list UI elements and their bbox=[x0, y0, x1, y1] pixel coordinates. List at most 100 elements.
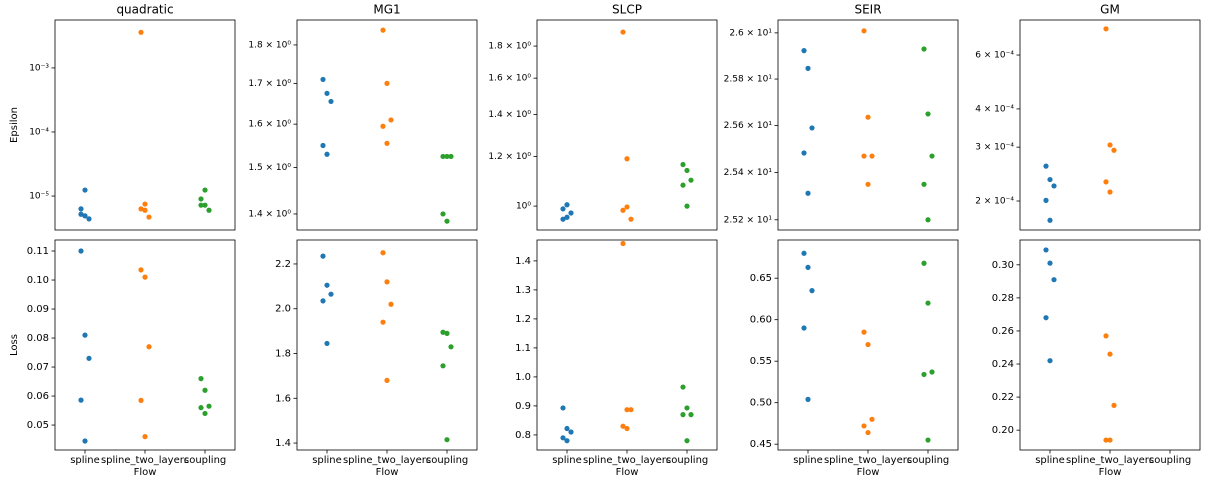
point bbox=[684, 405, 690, 411]
point bbox=[198, 405, 204, 411]
x-axis-label: Flow bbox=[857, 467, 880, 478]
x-tick-label: spline_two_layers bbox=[101, 455, 189, 466]
y-tick-label: 2.6 × 10¹ bbox=[729, 28, 772, 38]
point bbox=[320, 253, 326, 259]
plot-frame bbox=[296, 19, 478, 231]
plot-frame bbox=[1019, 19, 1201, 231]
y-tick-label: 0.28 bbox=[992, 293, 1014, 304]
point bbox=[1047, 217, 1053, 223]
point bbox=[146, 214, 152, 220]
point bbox=[440, 153, 446, 160]
x-tick-label: spline bbox=[312, 455, 342, 466]
point bbox=[801, 250, 807, 256]
y-tick-label: 10⁻⁴ bbox=[29, 127, 49, 137]
point bbox=[1107, 189, 1113, 195]
y-tick-label: 0.30 bbox=[992, 260, 1014, 271]
point bbox=[865, 341, 871, 348]
point bbox=[1107, 351, 1113, 357]
point bbox=[620, 29, 626, 35]
x-axis-label: Flow bbox=[1099, 467, 1122, 478]
point bbox=[324, 340, 330, 347]
point bbox=[384, 279, 390, 285]
plot-frame bbox=[54, 239, 236, 451]
point bbox=[202, 202, 208, 208]
y-tick-label: 1.8 × 10⁰ bbox=[488, 42, 531, 52]
point bbox=[624, 204, 630, 210]
point bbox=[564, 438, 570, 444]
point bbox=[869, 416, 875, 422]
point bbox=[628, 216, 634, 222]
point bbox=[624, 407, 630, 413]
y-tick-label: 0.65 bbox=[750, 273, 772, 284]
point bbox=[921, 181, 927, 187]
point bbox=[680, 161, 686, 168]
point bbox=[624, 425, 630, 432]
point bbox=[388, 117, 394, 123]
point bbox=[198, 376, 204, 382]
point bbox=[801, 325, 807, 331]
point bbox=[444, 437, 450, 443]
y-tick-label: 2 × 10⁻⁴ bbox=[975, 197, 1014, 207]
y-tick-label: 1.4 × 10⁰ bbox=[488, 110, 531, 120]
point bbox=[1051, 277, 1057, 283]
point bbox=[448, 153, 454, 160]
point bbox=[138, 206, 144, 212]
point bbox=[921, 46, 927, 52]
panel-title: SEIR bbox=[854, 3, 881, 17]
point bbox=[320, 76, 326, 83]
y-tick-label: 0.9 bbox=[515, 401, 531, 412]
point bbox=[861, 28, 867, 34]
point bbox=[1047, 176, 1053, 183]
point bbox=[929, 369, 935, 375]
point bbox=[142, 201, 148, 207]
y-axis-label: Loss bbox=[9, 334, 20, 356]
point bbox=[440, 363, 446, 369]
point bbox=[680, 412, 686, 418]
y-tick-label: 0.45 bbox=[750, 439, 772, 450]
y-tick-label: 10⁻⁵ bbox=[29, 192, 49, 202]
plot-frame bbox=[1019, 239, 1201, 451]
y-tick-label: 0.11 bbox=[27, 246, 49, 257]
point bbox=[198, 196, 204, 202]
y-axis-label: Epsilon bbox=[9, 107, 20, 143]
point bbox=[202, 387, 208, 393]
y-tick-label: 1.2 bbox=[515, 314, 531, 325]
point bbox=[1043, 163, 1049, 169]
point bbox=[440, 211, 446, 217]
point bbox=[628, 407, 634, 413]
point bbox=[444, 153, 450, 160]
point bbox=[688, 177, 694, 183]
y-tick-label: 10⁻³ bbox=[29, 63, 49, 73]
point bbox=[328, 98, 334, 105]
point bbox=[78, 397, 84, 403]
point bbox=[925, 300, 931, 306]
x-tick-label: spline_two_layers bbox=[583, 455, 671, 466]
y-tick-label: 0.05 bbox=[27, 420, 49, 431]
point bbox=[82, 332, 88, 338]
y-tick-label: 1.4 × 10⁰ bbox=[248, 209, 291, 219]
point bbox=[388, 301, 394, 307]
point bbox=[809, 125, 815, 131]
point bbox=[384, 377, 390, 383]
point bbox=[380, 123, 386, 129]
point bbox=[560, 216, 566, 222]
x-axis-label: Flow bbox=[134, 467, 157, 478]
point bbox=[620, 240, 626, 247]
y-tick-label: 0.09 bbox=[27, 304, 49, 315]
point bbox=[865, 181, 871, 187]
y-tick-label: 0.55 bbox=[750, 356, 772, 367]
point bbox=[564, 214, 570, 220]
point bbox=[138, 267, 144, 273]
y-tick-label: 2.58 × 10¹ bbox=[724, 75, 773, 85]
point bbox=[624, 156, 630, 162]
point bbox=[328, 291, 334, 297]
plot-frame bbox=[54, 19, 236, 231]
point bbox=[202, 187, 208, 193]
point bbox=[801, 48, 807, 54]
point bbox=[206, 403, 212, 409]
x-tick-label: spline bbox=[1035, 455, 1065, 466]
y-tick-label: 1.7 × 10⁰ bbox=[248, 79, 291, 89]
point bbox=[82, 438, 88, 444]
point bbox=[865, 114, 871, 120]
